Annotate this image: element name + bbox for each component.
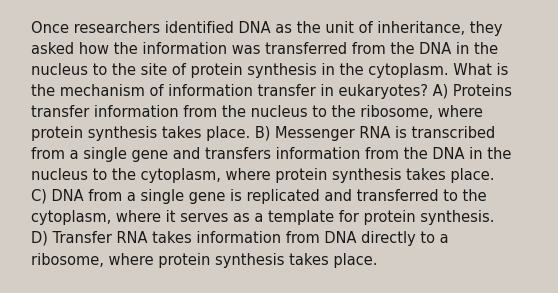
Text: cytoplasm, where it serves as a template for protein synthesis.: cytoplasm, where it serves as a template… [31,210,494,225]
Text: from a single gene and transfers information from the DNA in the: from a single gene and transfers informa… [31,147,511,162]
Text: asked how the information was transferred from the DNA in the: asked how the information was transferre… [31,42,498,57]
Text: transfer information from the nucleus to the ribosome, where: transfer information from the nucleus to… [31,105,483,120]
Text: nucleus to the site of protein synthesis in the cytoplasm. What is: nucleus to the site of protein synthesis… [31,63,508,78]
Text: C) DNA from a single gene is replicated and transferred to the: C) DNA from a single gene is replicated … [31,189,487,204]
Text: nucleus to the cytoplasm, where protein synthesis takes place.: nucleus to the cytoplasm, where protein … [31,168,494,183]
Text: D) Transfer RNA takes information from DNA directly to a: D) Transfer RNA takes information from D… [31,231,448,246]
Text: ribosome, where protein synthesis takes place.: ribosome, where protein synthesis takes … [31,253,377,268]
Text: Once researchers identified DNA as the unit of inheritance, they: Once researchers identified DNA as the u… [31,21,502,35]
Text: protein synthesis takes place. B) Messenger RNA is transcribed: protein synthesis takes place. B) Messen… [31,126,495,141]
Text: the mechanism of information transfer in eukaryotes? A) Proteins: the mechanism of information transfer in… [31,84,512,99]
